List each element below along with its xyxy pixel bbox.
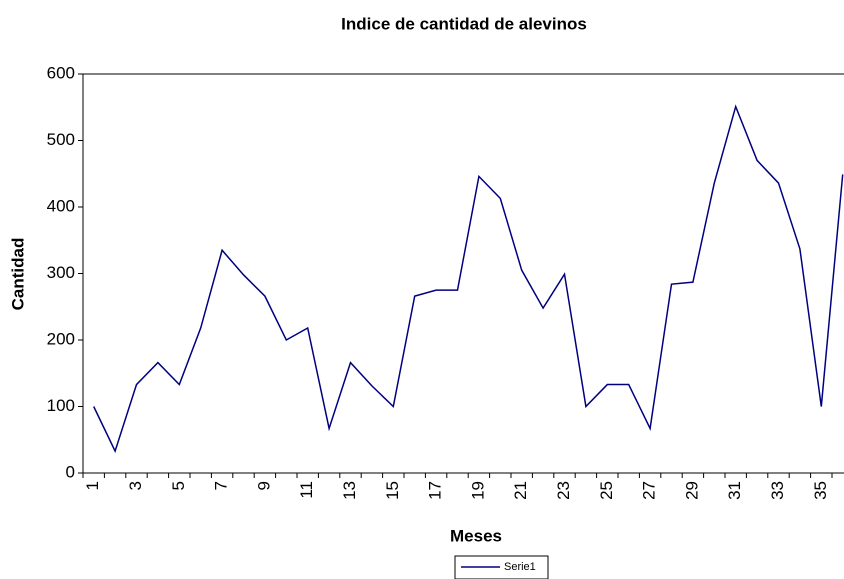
x-tick-label: 7 bbox=[212, 481, 231, 490]
legend-label: Serie1 bbox=[504, 561, 536, 573]
y-tick-label: 300 bbox=[47, 263, 75, 282]
x-tick-label: 29 bbox=[682, 481, 701, 500]
y-tick-label: 0 bbox=[66, 462, 75, 481]
x-tick-label: 35 bbox=[811, 481, 830, 500]
x-tick-label: 13 bbox=[340, 481, 359, 500]
chart-title: Indice de cantidad de alevinos bbox=[341, 14, 587, 33]
x-tick-label: 25 bbox=[597, 481, 616, 500]
legend: Serie1 bbox=[454, 555, 549, 579]
x-tick-label: 11 bbox=[297, 481, 316, 499]
y-tick-label: 200 bbox=[47, 329, 75, 348]
data-line bbox=[93, 104, 844, 454]
x-tick-label: 17 bbox=[426, 481, 445, 500]
legend-box bbox=[454, 555, 549, 579]
y-tick-label: 400 bbox=[47, 196, 75, 215]
x-tick-label: 27 bbox=[640, 481, 659, 500]
x-tick-label: 5 bbox=[169, 481, 188, 490]
x-tick-label: 21 bbox=[511, 481, 530, 500]
x-tick-label: 23 bbox=[554, 481, 573, 500]
y-tick-label: 600 bbox=[47, 63, 75, 82]
x-tick-label: 9 bbox=[254, 481, 273, 490]
x-tick-label: 33 bbox=[768, 481, 787, 500]
y-axis-title: Cantidad bbox=[8, 238, 27, 311]
y-tick-label: 500 bbox=[47, 130, 75, 149]
x-tick-label: 3 bbox=[126, 481, 145, 490]
x-tick-label: 19 bbox=[468, 481, 487, 500]
y-tick-label: 100 bbox=[47, 396, 75, 415]
x-tick-label: 31 bbox=[725, 481, 744, 500]
x-tick-label: 1 bbox=[83, 481, 102, 490]
x-tick-label: 15 bbox=[383, 481, 402, 500]
x-axis-title: Meses bbox=[450, 526, 502, 545]
